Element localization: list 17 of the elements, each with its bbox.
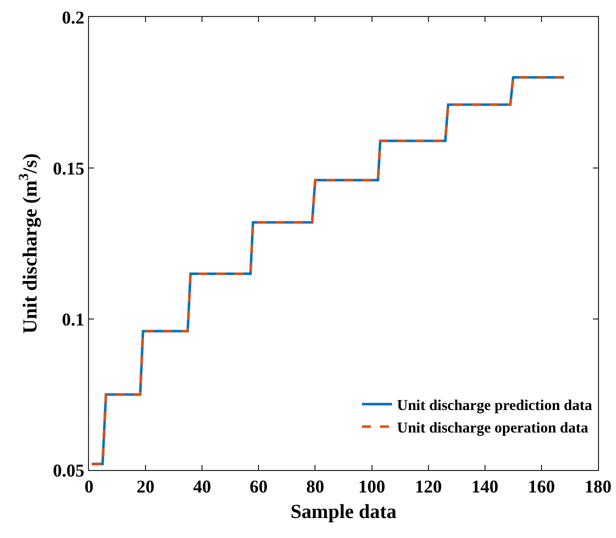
y-tick-label: 0.2 xyxy=(62,7,84,28)
legend-label: Unit discharge prediction data xyxy=(397,398,593,414)
x-tick-label: 140 xyxy=(471,476,498,497)
x-axis-title: Sample data xyxy=(290,501,397,524)
x-tick-label: 160 xyxy=(528,476,555,497)
x-tick-label: 80 xyxy=(306,476,324,497)
y-tick-label: 0.1 xyxy=(62,309,84,330)
x-tick-label: 100 xyxy=(358,476,386,497)
x-tick-label: 40 xyxy=(193,476,212,497)
y-tick-label: 0.15 xyxy=(52,158,84,178)
legend-label: Unit discharge operation data xyxy=(397,420,589,436)
x-tick-label: 180 xyxy=(584,476,612,497)
x-tick-label: 120 xyxy=(414,476,442,497)
x-tick-label: 20 xyxy=(136,476,155,497)
x-tick-label: 0 xyxy=(84,476,94,497)
y-tick-label: 0.05 xyxy=(52,460,84,480)
x-tick-label: 60 xyxy=(250,476,268,497)
